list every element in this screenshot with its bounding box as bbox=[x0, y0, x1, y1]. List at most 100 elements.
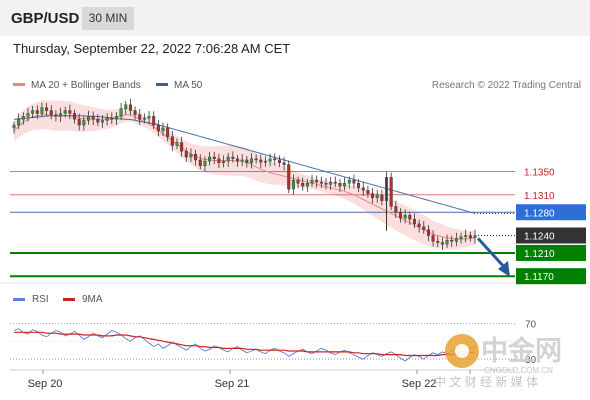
candle-body bbox=[394, 206, 398, 213]
candle-body bbox=[124, 104, 128, 109]
watermark-url: CNGOLD.COM.CN bbox=[484, 366, 553, 375]
candle-body bbox=[189, 153, 193, 158]
candle-body bbox=[412, 219, 416, 225]
candle-body bbox=[147, 116, 151, 119]
ma50-label-box bbox=[516, 204, 586, 221]
candle-body bbox=[277, 159, 281, 164]
candle-body bbox=[184, 151, 188, 158]
candle-body bbox=[133, 110, 137, 115]
candle-body bbox=[194, 153, 198, 161]
rsi-ma-legend-swatch bbox=[63, 298, 75, 301]
candle-body bbox=[338, 182, 342, 187]
support-label-1.1170: 1.1170 bbox=[524, 272, 554, 283]
candle-body bbox=[31, 110, 35, 114]
candle-body bbox=[35, 110, 39, 114]
support-label-box bbox=[516, 268, 586, 285]
candle-body bbox=[259, 159, 263, 163]
candle-body bbox=[245, 159, 249, 164]
rsi-ma-legend-label: 9MA bbox=[82, 294, 103, 305]
watermark-logo-inner bbox=[455, 344, 469, 358]
rsi-legend-label: RSI bbox=[32, 294, 49, 305]
candle-body bbox=[175, 142, 179, 146]
candle-body bbox=[236, 158, 240, 162]
support-label-box bbox=[516, 244, 586, 261]
candle-body bbox=[119, 108, 123, 117]
ma50-swatch bbox=[156, 82, 168, 86]
ma20-swatch bbox=[13, 82, 25, 86]
candle-body bbox=[301, 182, 305, 187]
candle-body bbox=[287, 164, 291, 190]
candle-body bbox=[263, 160, 267, 163]
candle-body bbox=[45, 107, 49, 111]
candle-body bbox=[459, 236, 463, 239]
resistance-label-1.1350: 1.1350 bbox=[524, 168, 555, 179]
candle-body bbox=[208, 156, 212, 162]
candle-body bbox=[110, 117, 114, 120]
candle-body bbox=[59, 113, 63, 117]
x-tick-label: Sep 20 bbox=[28, 378, 63, 390]
candle-body bbox=[352, 180, 356, 184]
forecast-arrow-shaft bbox=[476, 237, 508, 271]
candle-body bbox=[422, 226, 426, 230]
candle-body bbox=[329, 181, 333, 185]
candle-body bbox=[319, 181, 323, 184]
candle-body bbox=[357, 182, 361, 189]
candle-body bbox=[240, 159, 244, 162]
legend-ma20-label: MA 20 + Bollinger Bands bbox=[31, 80, 141, 91]
pair-label: GBP/USD bbox=[11, 10, 80, 27]
candle-body bbox=[408, 214, 412, 220]
candle-body bbox=[343, 182, 347, 187]
rsi-tick-30: 30 bbox=[525, 355, 537, 366]
candle-body bbox=[431, 235, 435, 242]
candle-body bbox=[426, 229, 430, 236]
support-label-1.1210: 1.1210 bbox=[524, 249, 555, 260]
candle-body bbox=[375, 194, 379, 198]
candle-body bbox=[254, 158, 258, 161]
candle-body bbox=[464, 235, 468, 237]
credit-text: Research © 2022 Trading Central bbox=[431, 80, 581, 91]
candle-body bbox=[138, 114, 142, 120]
candle-body bbox=[305, 182, 309, 187]
watermark-logo-text: 中金网 bbox=[481, 335, 562, 366]
candle-body bbox=[324, 182, 328, 185]
rsi-ma-line bbox=[14, 331, 476, 357]
candle-body bbox=[371, 193, 375, 198]
legend-ma20: MA 20 + Bollinger Bands bbox=[13, 80, 141, 91]
candle-body bbox=[282, 162, 286, 165]
candle-body bbox=[222, 160, 226, 164]
candle-body bbox=[249, 158, 253, 164]
candle-body bbox=[68, 110, 72, 114]
candle-body bbox=[273, 158, 277, 161]
candle-body bbox=[105, 117, 109, 121]
candle-body bbox=[347, 180, 351, 184]
candle-body bbox=[389, 177, 393, 207]
candle-body bbox=[87, 116, 91, 121]
watermark-slogan: 中 文 财 经 新 媒 体 bbox=[434, 374, 538, 389]
candle-body bbox=[170, 136, 174, 146]
candle-body bbox=[161, 127, 165, 132]
legend-ma50: MA 50 bbox=[156, 80, 202, 91]
header-bar: GBP/USD 30 MIN bbox=[0, 0, 590, 36]
candle-body bbox=[114, 116, 118, 120]
candle-body bbox=[333, 181, 337, 184]
candle-body bbox=[217, 158, 221, 164]
candle-body bbox=[198, 159, 202, 166]
candle-body bbox=[12, 124, 16, 129]
candle-body bbox=[54, 114, 58, 117]
candle-body bbox=[268, 158, 272, 162]
candle-body bbox=[82, 120, 86, 126]
candle-body bbox=[100, 120, 104, 123]
timestamp: Thursday, September 22, 2022 7:06:28 AM … bbox=[13, 41, 291, 56]
current-label-box bbox=[516, 227, 586, 244]
candle-body bbox=[26, 113, 30, 117]
x-tick-label: Sep 21 bbox=[215, 378, 250, 390]
candle-body bbox=[212, 156, 216, 159]
candle-body bbox=[17, 119, 21, 126]
x-tick-label: Sep 22 bbox=[402, 378, 437, 390]
candle-body bbox=[296, 180, 300, 184]
candle-body bbox=[417, 223, 421, 227]
candle-body bbox=[180, 142, 184, 152]
timeframe-badge[interactable]: 30 MIN bbox=[82, 7, 134, 30]
candle-body bbox=[291, 180, 295, 190]
